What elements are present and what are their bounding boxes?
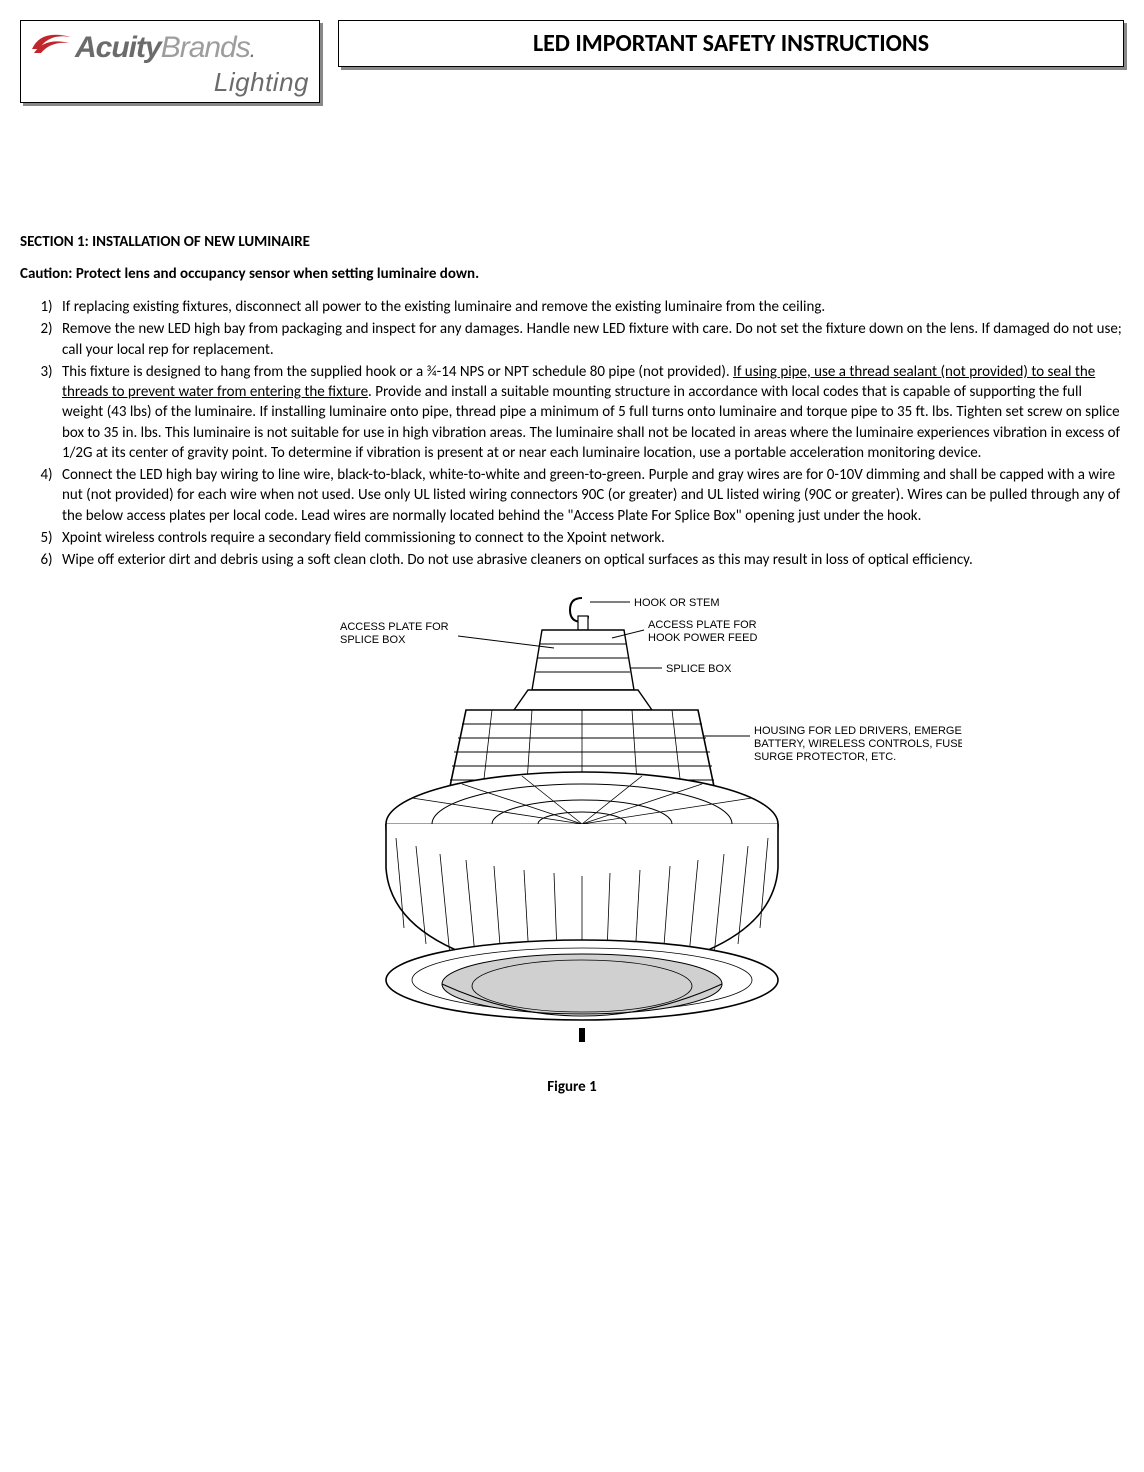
step-1-text: If replacing existing fixtures, disconne…: [62, 298, 825, 316]
step-3: This fixture is designed to hang from th…: [56, 362, 1124, 463]
step-6: Wipe off exterior dirt and debris using …: [56, 550, 1124, 570]
callout-access-hook-1: ACCESS PLATE FOR: [648, 619, 757, 631]
step-6-text: Wipe off exterior dirt and debris using …: [62, 551, 973, 569]
logo-acuity: Acuity: [75, 31, 161, 65]
logo-dot: .: [250, 37, 256, 63]
callout-splice: SPLICE BOX: [666, 663, 732, 675]
step-4: Connect the LED high bay wiring to line …: [56, 465, 1124, 526]
steps-list: If replacing existing fixtures, disconne…: [26, 297, 1124, 570]
callout-housing-3: SURGE PROTECTOR, ETC.: [754, 751, 896, 763]
step-2-text: Remove the new LED high bay from packagi…: [62, 320, 1122, 358]
callout-housing-2: BATTERY, WIRELESS CONTROLS, FUSES,: [754, 738, 962, 750]
callout-access-hook-2: HOOK POWER FEED: [648, 632, 757, 644]
callout-housing-1: HOUSING FOR LED DRIVERS, EMERGENCY: [754, 725, 962, 737]
spacer: [20, 103, 1124, 233]
logo-brands: Brands: [161, 31, 250, 65]
step-2: Remove the new LED high bay from packagi…: [56, 319, 1124, 360]
step-4-text: Connect the LED high bay wiring to line …: [62, 466, 1120, 525]
logo-line1: AcuityBrands.: [31, 27, 309, 65]
figure-wrap: HOOK OR STEM ACCESS PLATE FOR SPLICE BOX…: [20, 588, 1124, 1096]
logo-lighting: Lighting: [31, 67, 309, 98]
page-title: LED IMPORTANT SAFETY INSTRUCTIONS: [353, 29, 1109, 58]
caution-text: Caution: Protect lens and occupancy sens…: [20, 265, 1124, 283]
callout-access-splice-2: SPLICE BOX: [340, 634, 406, 646]
step-1: If replacing existing fixtures, disconne…: [56, 297, 1124, 317]
logo-box: AcuityBrands. Lighting: [20, 20, 320, 103]
header-row: AcuityBrands. Lighting LED IMPORTANT SAF…: [20, 20, 1124, 103]
callout-hook: HOOK OR STEM: [634, 597, 720, 609]
title-box: LED IMPORTANT SAFETY INSTRUCTIONS: [338, 20, 1124, 67]
swoosh-icon: [31, 27, 73, 57]
figure-1-diagram: HOOK OR STEM ACCESS PLATE FOR SPLICE BOX…: [182, 588, 962, 1068]
step-5-text: Xpoint wireless controls require a secon…: [62, 529, 665, 547]
step-5: Xpoint wireless controls require a secon…: [56, 528, 1124, 548]
section-title: SECTION 1: INSTALLATION OF NEW LUMINAIRE: [20, 233, 1124, 251]
callout-access-splice-1: ACCESS PLATE FOR: [340, 621, 449, 633]
figure-caption: Figure 1: [20, 1078, 1124, 1096]
step-3-text-a: This fixture is designed to hang from th…: [62, 363, 733, 381]
